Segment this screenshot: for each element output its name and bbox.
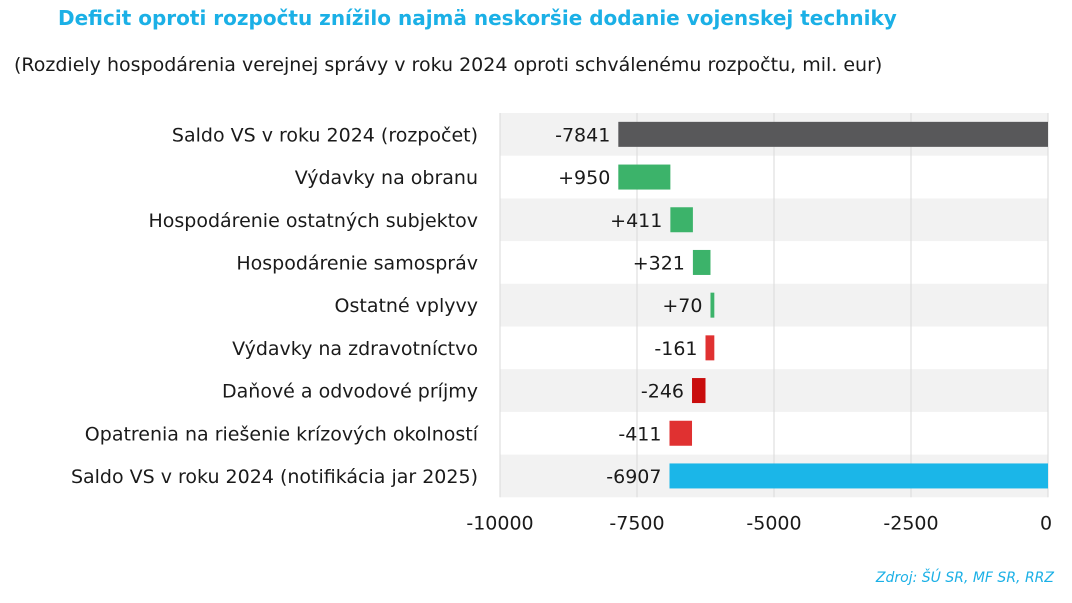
bars xyxy=(618,121,1048,489)
value-label: -161 xyxy=(654,338,697,360)
x-tick-label: -7500 xyxy=(609,512,664,534)
category-label: Opatrenia na riešenie krízových okolnost… xyxy=(85,423,479,445)
value-label: +950 xyxy=(558,167,610,189)
value-label: -7841 xyxy=(555,124,610,146)
value-label: +70 xyxy=(662,295,702,317)
bar xyxy=(669,420,693,446)
category-label: Ostatné vplyvy xyxy=(335,295,478,317)
category-label: Saldo VS v roku 2024 (notifikácia jar 20… xyxy=(71,466,478,488)
chart-title: Deficit oproti rozpočtu znížilo najmä ne… xyxy=(58,6,897,30)
bar xyxy=(670,207,693,233)
value-label: +411 xyxy=(610,210,662,232)
value-labels: -7841 +950+411 +321 +70 -161 -246 -411 -6907 xyxy=(555,124,702,488)
category-label: Daňové a odvodové príjmy xyxy=(222,381,478,403)
bar xyxy=(618,164,671,190)
bar xyxy=(705,335,715,361)
x-tick-label: -5000 xyxy=(746,512,801,534)
value-label: +321 xyxy=(633,252,685,274)
bar xyxy=(692,378,706,404)
x-tick-label: -2500 xyxy=(883,512,938,534)
bar xyxy=(669,463,1048,489)
value-label: -246 xyxy=(641,381,684,403)
chart-subtitle: (Rozdiely hospodárenia verejnej správy v… xyxy=(14,54,883,76)
x-tick-label: 0 xyxy=(1040,512,1052,534)
bar xyxy=(692,249,711,275)
gridlines xyxy=(499,113,1049,498)
x-axis-ticks: -10000 -7500 -5000 -2500 0 xyxy=(466,512,1052,534)
category-labels: Saldo VS v roku 2024 (rozpočet) Výdavky n… xyxy=(71,124,479,488)
value-label: -6907 xyxy=(606,466,661,488)
category-label: Výdavky na zdravotníctvo xyxy=(232,338,478,360)
category-label: Saldo VS v roku 2024 (rozpočet) xyxy=(172,124,478,146)
category-label: Hospodárenie ostatných subjektov xyxy=(148,210,478,232)
bar xyxy=(710,292,715,318)
source-note: Zdroj: ŠÚ SR, MF SR, RRZ xyxy=(875,570,1054,586)
category-label: Výdavky na obranu xyxy=(295,167,478,189)
category-label: Hospodárenie samospráv xyxy=(236,252,478,274)
value-label: -411 xyxy=(618,423,661,445)
bar xyxy=(618,121,1048,147)
x-tick-label: -10000 xyxy=(466,512,533,534)
